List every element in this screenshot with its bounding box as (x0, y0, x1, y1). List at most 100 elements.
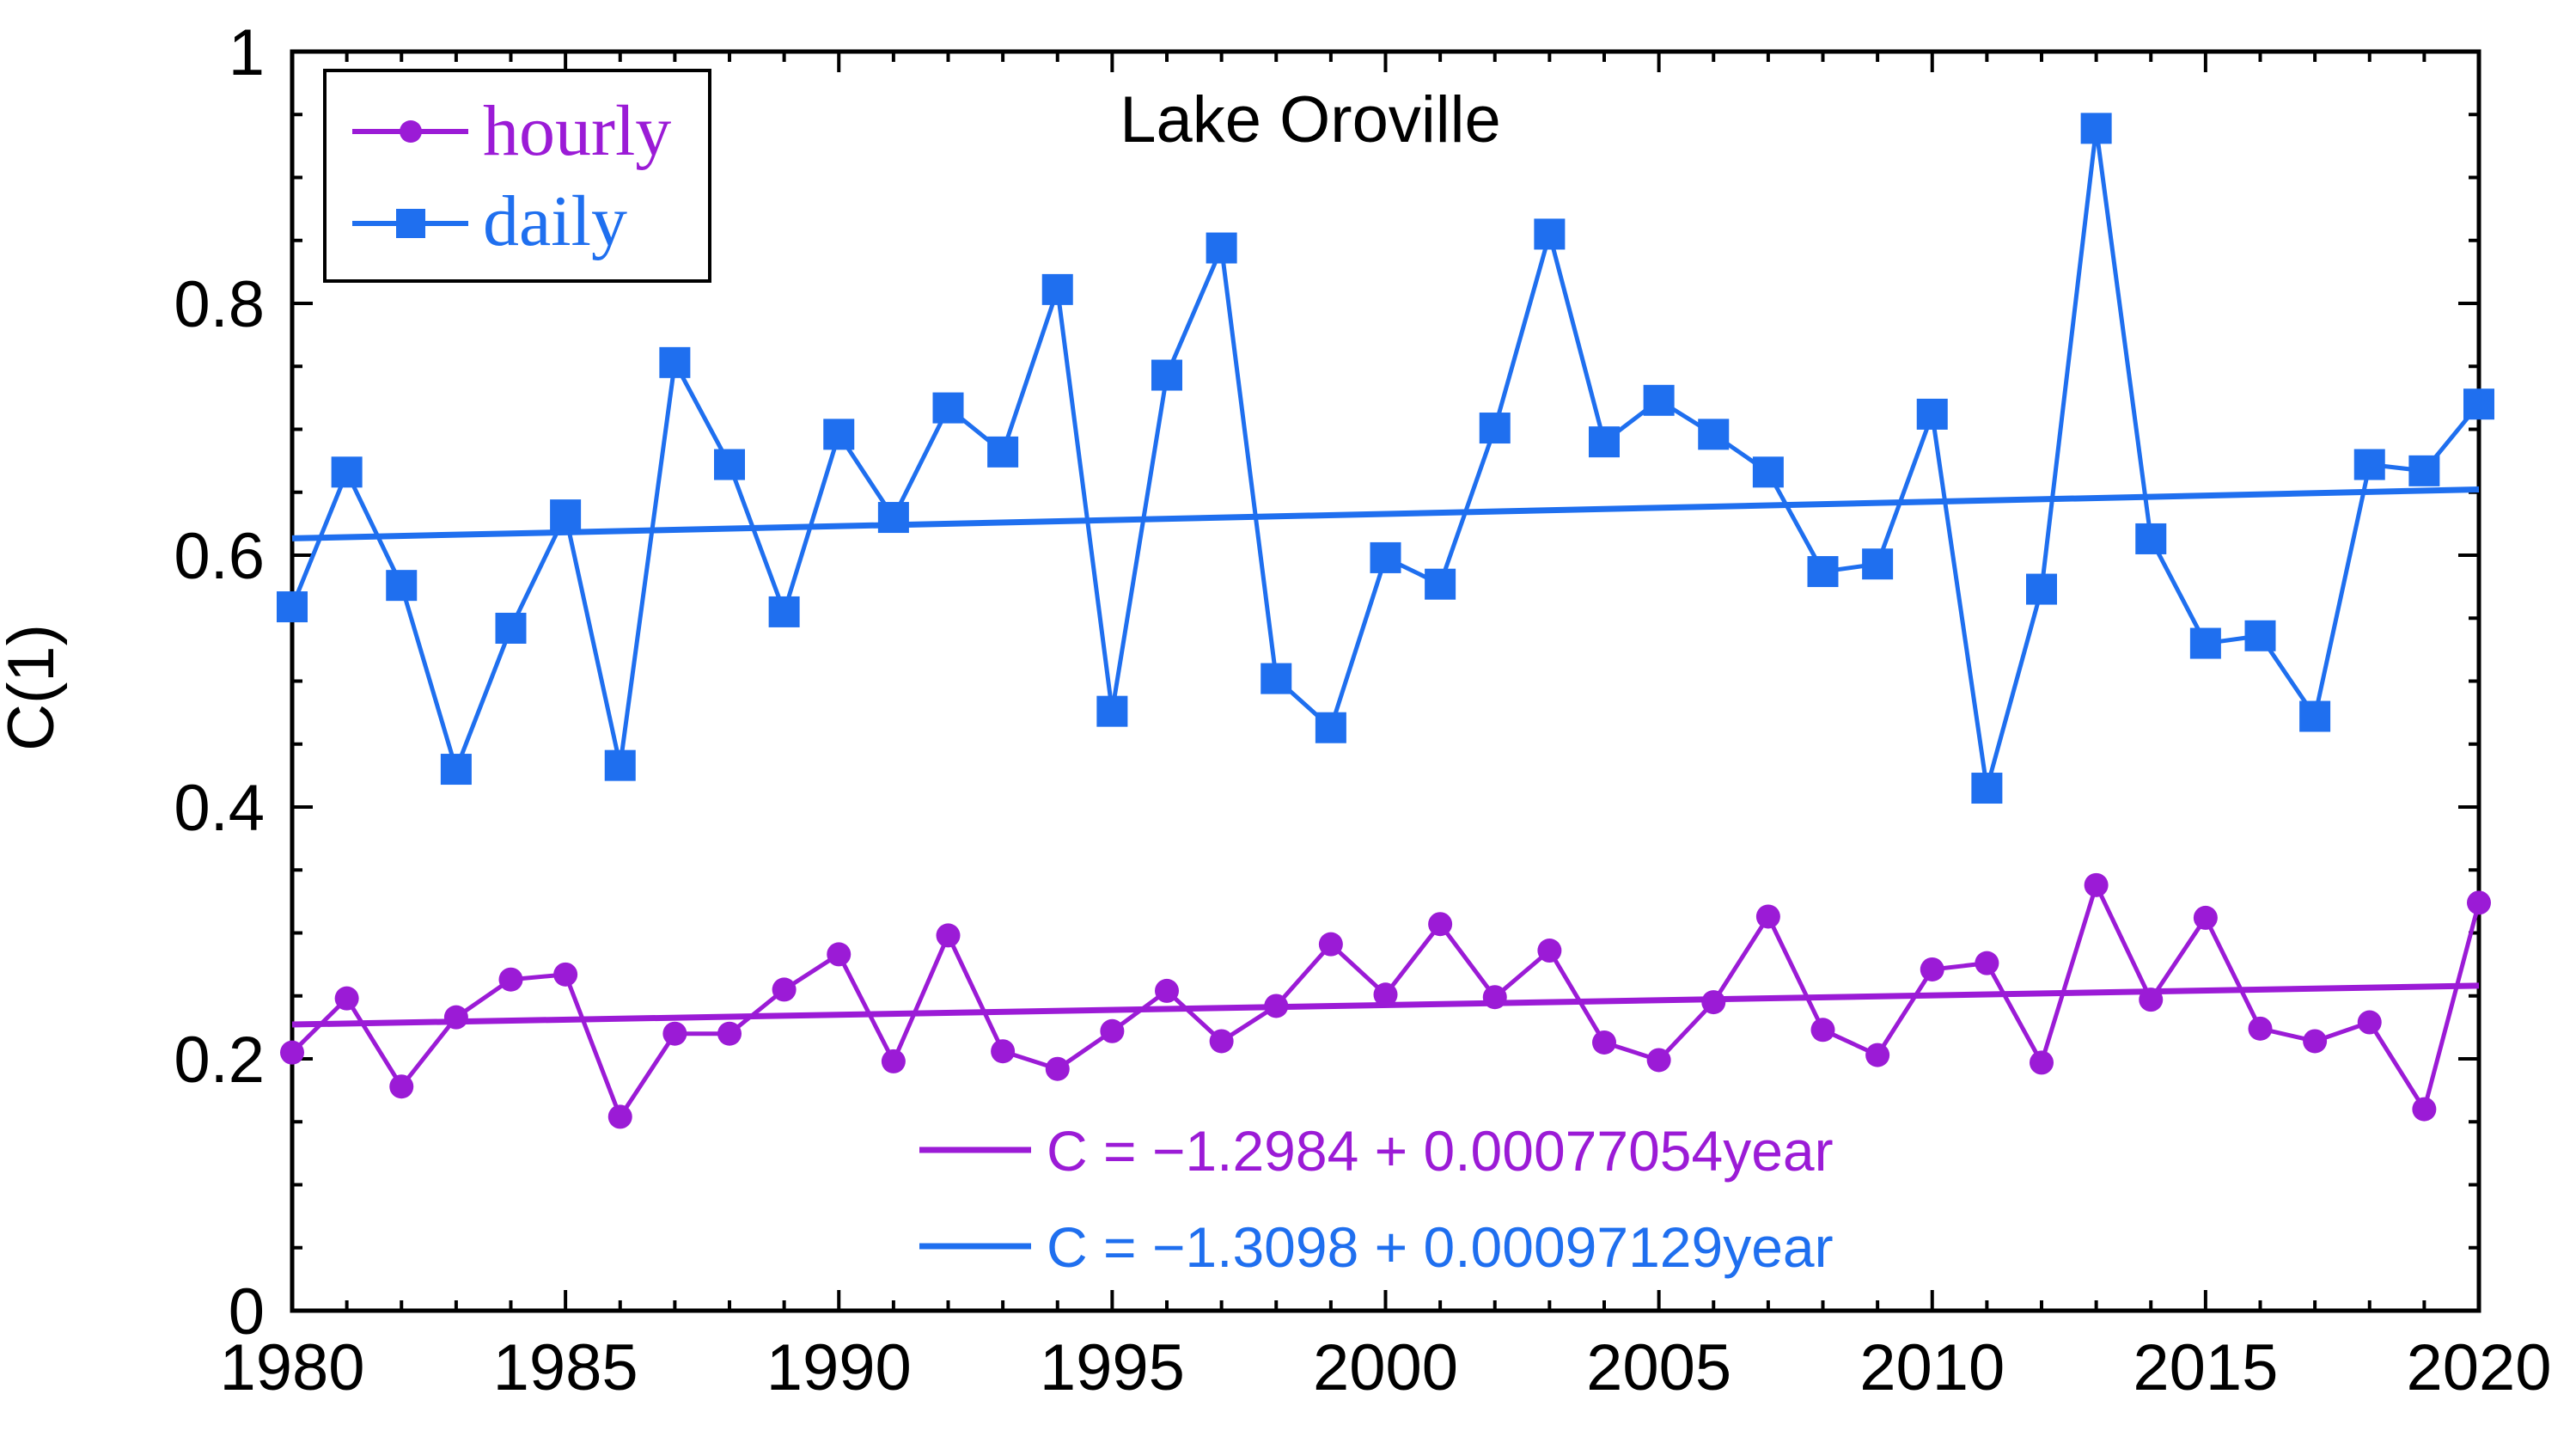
point-hourly (1810, 1018, 1835, 1043)
data-markers (277, 113, 2494, 1129)
point-daily (1315, 712, 1346, 743)
point-daily (1752, 456, 1784, 488)
point-hourly (389, 1074, 414, 1099)
point-hourly (1701, 990, 1726, 1015)
point-daily (440, 754, 472, 786)
x-tick-label: 2005 (1586, 1331, 1731, 1404)
point-daily (659, 346, 691, 378)
point-daily (1479, 413, 1511, 444)
legend-hourly-label: hourly (483, 91, 671, 171)
point-daily (1534, 218, 1566, 250)
point-hourly (881, 1049, 906, 1073)
point-daily (277, 591, 308, 623)
point-hourly (991, 1039, 1016, 1064)
fit-equations: C = −1.2984 + 0.00077054year C = −1.3098… (919, 1119, 1834, 1279)
point-daily (1971, 773, 2003, 804)
legend-daily-label: daily (483, 181, 627, 261)
point-hourly (1755, 904, 1780, 929)
y-tick-label: 0.8 (174, 268, 265, 341)
equation-hourly: C = −1.2984 + 0.00077054year (1047, 1119, 1834, 1183)
point-hourly (1646, 1048, 1671, 1073)
point-daily (932, 392, 964, 424)
point-hourly (2084, 872, 2109, 897)
point-daily (2026, 573, 2057, 605)
point-daily (2408, 455, 2440, 486)
y-tick-label: 0.2 (174, 1024, 265, 1097)
legend-daily-marker (396, 209, 425, 238)
point-hourly (772, 977, 797, 1002)
point-daily (331, 456, 363, 488)
point-hourly (936, 923, 961, 948)
y-tick-label: 0 (229, 1275, 265, 1348)
y-tick-label: 1 (229, 16, 265, 89)
point-daily (386, 570, 418, 602)
fit-line-daily (291, 486, 2480, 541)
point-hourly (1045, 1056, 1070, 1081)
legend-box (323, 69, 711, 283)
point-hourly (280, 1040, 304, 1065)
point-hourly (827, 942, 852, 967)
point-hourly (1865, 1043, 1890, 1067)
point-daily (1589, 426, 1620, 458)
point-daily (550, 499, 582, 531)
point-hourly (1100, 1018, 1125, 1043)
point-daily (1698, 419, 1730, 450)
point-daily (1425, 568, 1456, 600)
point-hourly (662, 1021, 687, 1046)
point-daily (1206, 232, 1237, 264)
point-hourly (2030, 1050, 2054, 1075)
point-daily (495, 612, 527, 644)
point-daily (1096, 695, 1128, 727)
point-hourly (443, 1005, 468, 1030)
point-hourly (1428, 912, 1453, 937)
x-tick-label: 2015 (2133, 1331, 2278, 1404)
point-hourly (1209, 1029, 1234, 1054)
point-hourly (607, 1104, 632, 1129)
point-hourly (2139, 988, 2164, 1012)
point-hourly (717, 1021, 742, 1046)
point-daily (1916, 398, 1948, 430)
point-daily (2353, 449, 2385, 480)
x-tick-label: 2000 (1313, 1331, 1458, 1404)
y-tick-label: 0.6 (174, 520, 265, 593)
equation-daily: C = −1.3098 + 0.00097129year (1047, 1215, 1834, 1279)
y-axis-title: C(1) (0, 624, 68, 751)
point-daily (2244, 620, 2276, 651)
point-daily (987, 436, 1019, 468)
point-daily (1807, 556, 1839, 588)
point-daily (877, 502, 909, 534)
point-hourly (1975, 951, 1999, 975)
point-daily (2135, 523, 2167, 554)
point-hourly (1482, 985, 1507, 1010)
y-tick-label: 0.4 (174, 772, 265, 845)
x-tick-label: 1990 (766, 1331, 912, 1404)
point-hourly (2412, 1097, 2437, 1122)
point-daily (1151, 359, 1182, 391)
point-daily (1862, 548, 1894, 580)
point-daily (1261, 663, 1292, 694)
point-daily (1041, 273, 1073, 305)
x-tick-label: 1995 (1040, 1331, 1185, 1404)
legend: hourly daily (323, 69, 711, 283)
point-hourly (1373, 982, 1398, 1007)
point-hourly (553, 962, 578, 987)
point-hourly (2193, 905, 2218, 930)
legend-hourly-marker (400, 120, 422, 143)
x-tick-label: 2020 (2406, 1331, 2551, 1404)
point-hourly (334, 986, 359, 1011)
point-hourly (2467, 890, 2491, 915)
point-hourly (2357, 1010, 2382, 1035)
point-hourly (1592, 1030, 1616, 1055)
point-daily (768, 596, 800, 627)
chart-title: Lake Oroville (1120, 83, 1501, 156)
x-tick-label: 1985 (493, 1331, 638, 1404)
point-daily (2080, 113, 2112, 144)
point-daily (714, 449, 745, 480)
x-tick-label: 2010 (1859, 1331, 2005, 1404)
point-hourly (1264, 994, 1289, 1018)
point-daily (2299, 700, 2331, 732)
point-hourly (1537, 939, 1562, 963)
point-hourly (498, 967, 523, 992)
point-daily (604, 749, 636, 781)
